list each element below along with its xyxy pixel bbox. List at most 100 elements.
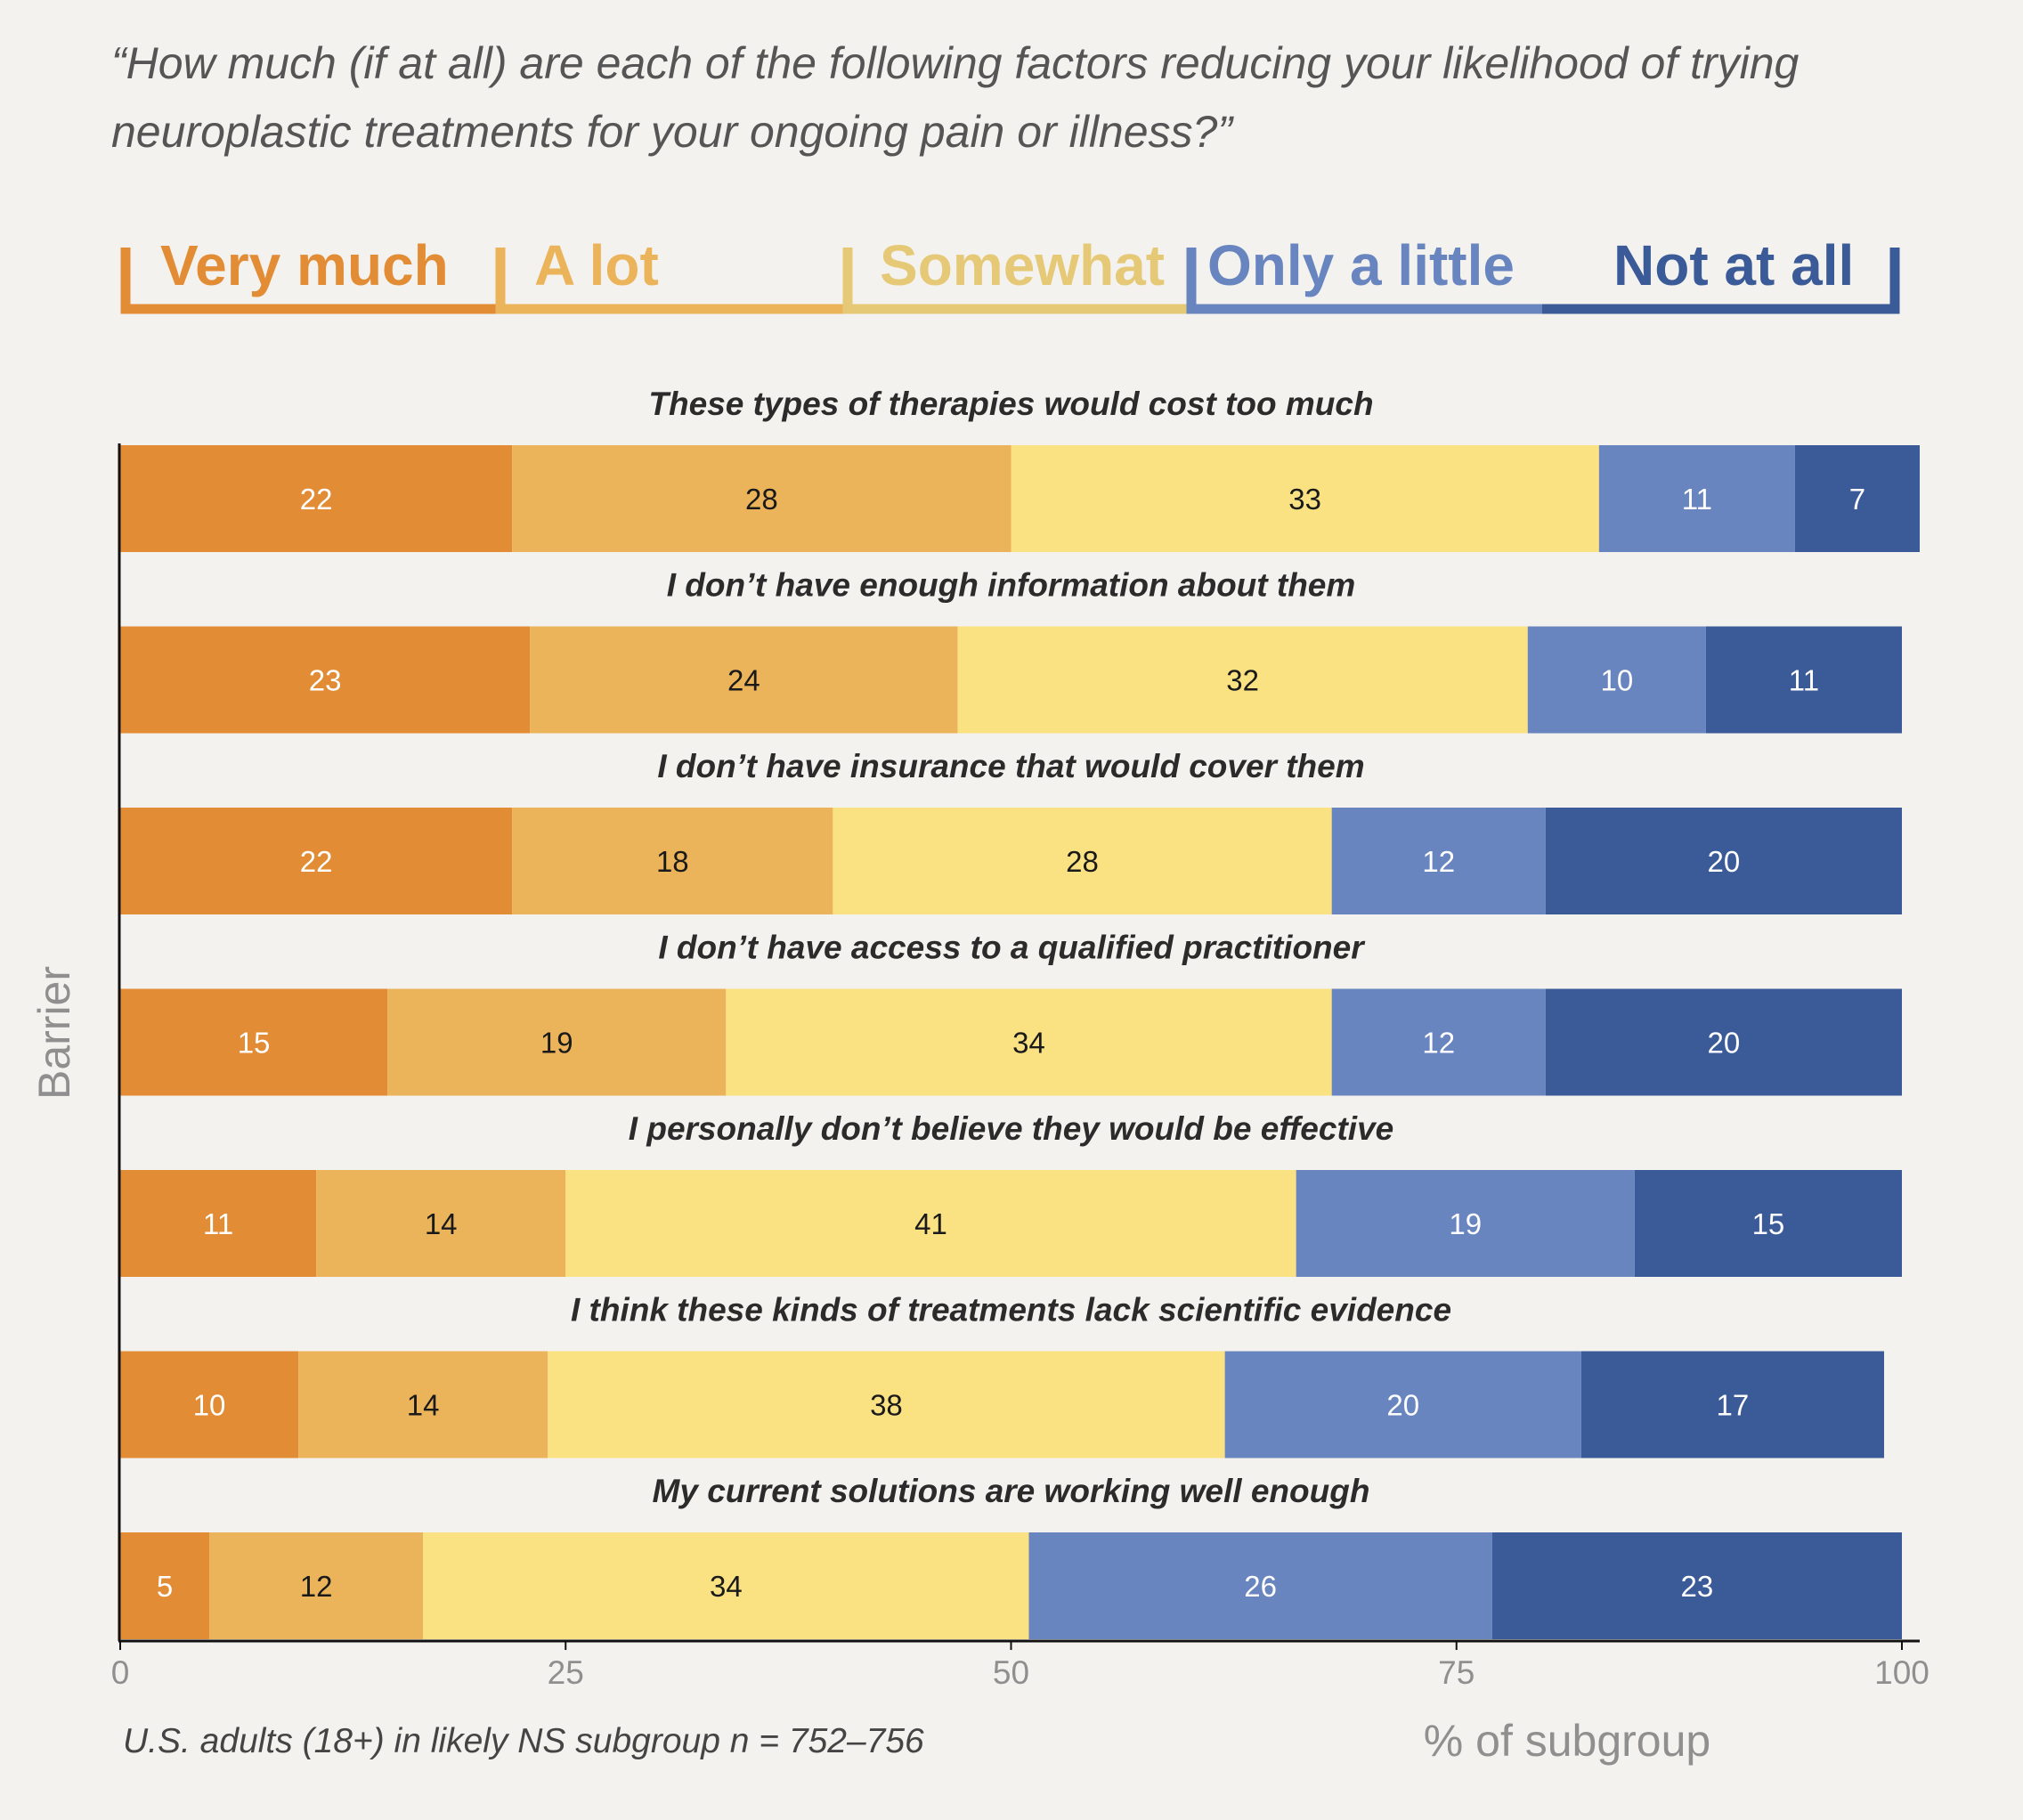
bar-value-label: 11 [203, 1207, 233, 1240]
legend-label-somewhat: Somewhat [880, 233, 1165, 297]
barrier-label: I don’t have enough information about th… [667, 567, 1356, 604]
bar-value-label: 23 [1681, 1570, 1714, 1603]
bar-segment-very-much [120, 988, 388, 1096]
bar-segment-somewhat [957, 626, 1528, 734]
bar-segment-somewhat [565, 1170, 1296, 1277]
bar-segment-a-lot [316, 1170, 566, 1277]
bar-value-label: 34 [710, 1570, 743, 1603]
bar-value-label: 15 [238, 1027, 271, 1060]
bar-segment-only-a-little [1331, 988, 1546, 1096]
x-tick-label: 50 [993, 1654, 1029, 1691]
bar-value-label: 23 [309, 664, 342, 697]
bar-value-label: 12 [300, 1570, 333, 1603]
bar-segment-a-lot [387, 988, 727, 1096]
bar-segment-a-lot [512, 445, 1012, 552]
x-tick-label: 25 [548, 1654, 584, 1691]
bar-segment-not-at-all [1634, 1170, 1902, 1277]
x-tick-label: 100 [1874, 1654, 1930, 1691]
bar-segment-not-at-all [1545, 808, 1902, 914]
legend-label-a-lot: A lot [534, 233, 659, 297]
question-line-1: “How much (if at all) are each of the fo… [111, 38, 1800, 88]
bar-value-label: 38 [870, 1389, 903, 1422]
bar-row-1: These types of therapies would cost too … [120, 386, 1921, 552]
bar-value-label: 14 [407, 1389, 440, 1422]
bar-segment-not-at-all [1705, 626, 1902, 734]
barrier-label: I personally don’t believe they would be… [629, 1110, 1393, 1147]
y-axis-title: Barrier [29, 966, 79, 1100]
x-axis-title: % of subgroup [1424, 1716, 1710, 1766]
barrier-label: These types of therapies would cost too … [648, 386, 1373, 422]
bar-segment-very-much [120, 1532, 210, 1639]
bar-segment-somewhat [1011, 445, 1599, 552]
bar-value-label: 32 [1226, 664, 1259, 697]
question-line-2: neuroplastic treatments for your ongoing… [111, 107, 1234, 157]
bar-value-label: 20 [1708, 1027, 1741, 1060]
bar-value-label: 11 [1789, 664, 1819, 697]
legend-label-not-at-all: Not at all [1613, 233, 1854, 297]
bar-value-label: 12 [1422, 845, 1455, 878]
bar-segment-not-at-all [1794, 445, 1921, 552]
bar-segment-not-at-all [1580, 1351, 1884, 1458]
bar-segment-only-a-little [1028, 1532, 1492, 1639]
bar-value-label: 22 [300, 483, 333, 516]
bar-segment-only-a-little [1331, 808, 1546, 914]
bar-value-label: 28 [1066, 845, 1099, 878]
bar-row-2: I don’t have enough information about th… [120, 567, 1902, 734]
legend: Very much A lot Somewhat Only a little Not a… [120, 233, 1900, 314]
plot-area: These types of therapies would cost too … [120, 386, 1921, 1639]
bar-value-label: 12 [1422, 1027, 1455, 1060]
bar-value-label: 10 [193, 1389, 226, 1422]
barrier-label: I don’t have insurance that would cover … [657, 748, 1364, 784]
bar-segment-only-a-little [1527, 626, 1706, 734]
legend-label-only-a-little: Only a little [1207, 233, 1515, 297]
bar-segment-very-much [120, 1170, 317, 1277]
bar-row-4: I don’t have access to a qualified pract… [120, 930, 1902, 1096]
bar-segment-a-lot [530, 626, 958, 734]
bar-value-label: 18 [656, 845, 689, 878]
bar-segment-very-much [120, 626, 531, 734]
bar-segment-very-much [120, 445, 513, 552]
bar-value-label: 7 [1849, 483, 1865, 516]
x-axis: 0 25 50 75 100 [111, 443, 1930, 1691]
legend-item-only-a-little: Only a little [1186, 233, 1542, 314]
bar-row-6: I think these kinds of treatments lack s… [120, 1292, 1884, 1458]
bar-value-label: 14 [425, 1207, 458, 1240]
bar-value-label: 19 [1449, 1207, 1482, 1240]
bar-segment-only-a-little [1224, 1351, 1581, 1458]
bar-value-label: 20 [1386, 1389, 1419, 1422]
legend-item-somewhat: Somewhat [842, 233, 1191, 314]
bar-segment-not-at-all [1491, 1532, 1902, 1639]
bar-row-5: I personally don’t believe they would be… [120, 1110, 1902, 1277]
bar-value-label: 17 [1717, 1389, 1750, 1422]
bar-value-label: 34 [1012, 1027, 1045, 1060]
bar-segment-somewhat [423, 1532, 1029, 1639]
bar-value-label: 24 [727, 664, 760, 697]
bar-value-label: 10 [1600, 664, 1633, 697]
bar-segment-only-a-little [1296, 1170, 1635, 1277]
bar-row-3: I don’t have insurance that would cover … [120, 748, 1902, 914]
bar-segment-a-lot [209, 1532, 424, 1639]
legend-item-very-much: Very much [120, 233, 500, 314]
barrier-label: I don’t have access to a qualified pract… [658, 930, 1366, 966]
bar-value-label: 20 [1708, 845, 1741, 878]
bar-segment-a-lot [298, 1351, 548, 1458]
bar-segment-not-at-all [1545, 988, 1902, 1096]
legend-item-not-at-all: Not at all [1542, 233, 1900, 314]
barrier-label: I think these kinds of treatments lack s… [571, 1292, 1451, 1328]
bar-segment-somewhat [548, 1351, 1225, 1458]
bar-segment-somewhat [833, 808, 1332, 914]
bar-segment-a-lot [512, 808, 833, 914]
x-tick-label: 75 [1438, 1654, 1475, 1691]
bar-value-label: 26 [1244, 1570, 1277, 1603]
bar-value-label: 33 [1288, 483, 1321, 516]
bar-segment-only-a-little [1598, 445, 1795, 552]
barrier-label: My current solutions are working well en… [653, 1473, 1370, 1509]
bar-value-label: 5 [157, 1570, 173, 1603]
bar-value-label: 22 [300, 845, 333, 878]
bar-segment-somewhat [726, 988, 1332, 1096]
bar-segment-very-much [120, 1351, 299, 1458]
bar-row-7: My current solutions are working well en… [120, 1473, 1902, 1639]
legend-item-a-lot: A lot [495, 233, 848, 314]
bar-segment-very-much [120, 808, 513, 914]
